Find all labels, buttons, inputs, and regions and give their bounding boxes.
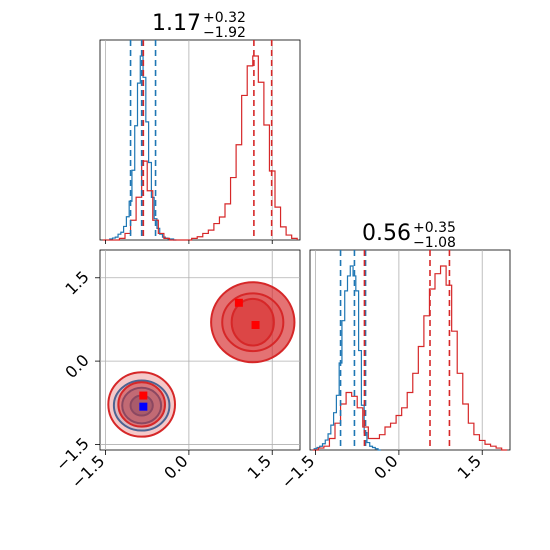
x-axis-p1-tick-label: 0.0	[160, 451, 191, 482]
title-p1-plus: +0.32	[203, 10, 246, 26]
title-p2-value: 0.56	[362, 221, 411, 246]
y-axis-p2-tick-label: 1.5	[61, 267, 92, 298]
x-axis-p2-tick-label: 0.0	[370, 451, 401, 482]
title-p2: 0.56 +0.35 −1.08	[362, 220, 456, 251]
histogram-p1-series-1	[102, 55, 298, 241]
truth-marker-square	[251, 321, 260, 329]
title-p1: 1.17 +0.32 −1.92	[152, 10, 246, 41]
histogram-p2-series-0	[313, 265, 381, 451]
title-p1-minus: −1.92	[203, 25, 246, 41]
contour-group	[107, 281, 296, 438]
truth-marker-square	[139, 391, 148, 400]
truth-markers	[139, 298, 260, 411]
panel-bottom-left-frame	[99, 249, 301, 451]
title-p2-minus: −1.08	[413, 235, 456, 251]
truth-marker-square	[234, 298, 243, 307]
x-axis-p2-tick-label: 1.5	[454, 451, 485, 482]
y-axis-p2-tick-label: 0.0	[61, 351, 92, 382]
quantile-lines	[129, 40, 451, 450]
x-axis-p2-tick-label: −1.5	[277, 451, 318, 492]
truth-marker-square	[139, 402, 148, 411]
title-p2-plus: +0.35	[413, 220, 456, 236]
panel-top-left-frame	[99, 39, 301, 241]
panel-bottom-right-frame	[309, 249, 511, 451]
histogram-p2-series-1	[312, 265, 508, 451]
x-axis-p1-tick-label: 1.5	[244, 451, 275, 482]
histogram-group	[102, 55, 508, 451]
title-p1-value: 1.17	[152, 11, 201, 36]
